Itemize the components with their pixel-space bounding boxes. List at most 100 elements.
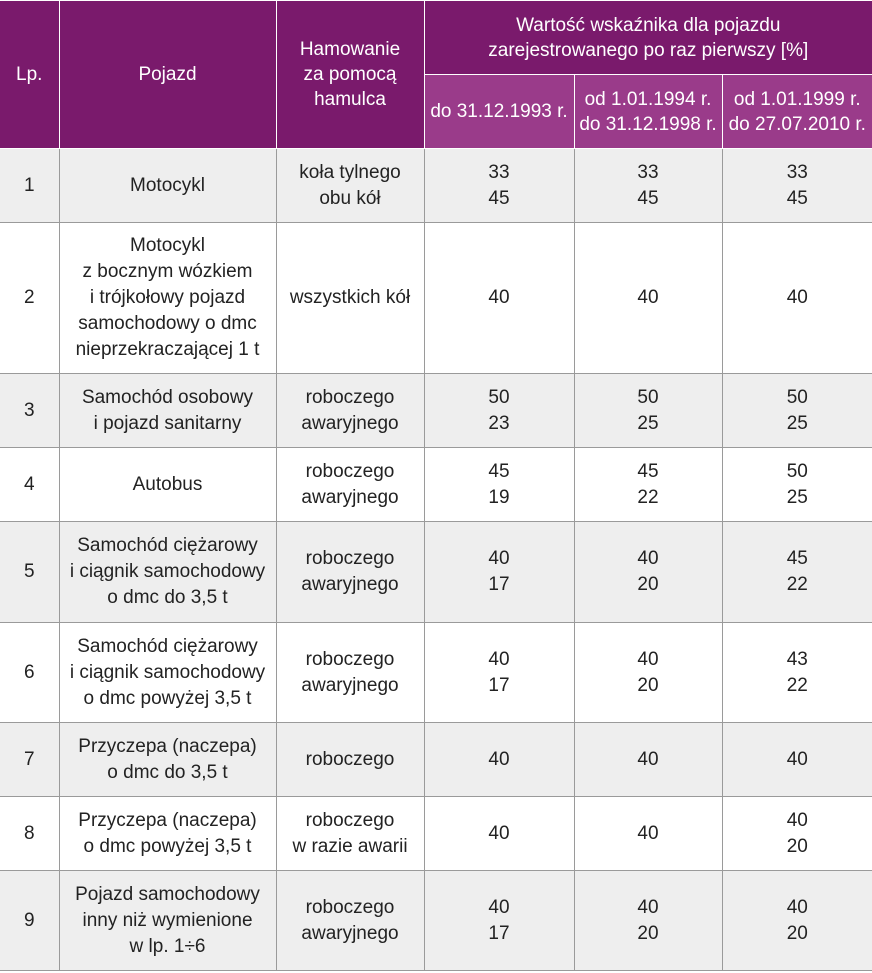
cell-line: 20: [786, 922, 808, 944]
cell-line: 23: [488, 412, 510, 434]
cell-line: 50: [637, 386, 659, 408]
cell-line: roboczego: [305, 548, 395, 569]
table-row: 7 Przyczepa (naczepa) o dmc do 3,5 t robocz…: [0, 722, 872, 797]
cell-line: 20: [637, 922, 659, 944]
header-period-3: od 1.01.1999 r. do 27.07.2010 r.: [721, 74, 872, 149]
cell-line: 17: [488, 922, 510, 944]
cell-line: 40: [637, 896, 659, 918]
value-cell-period-2: 40 20: [573, 521, 723, 623]
cell-line: z bocznym wózkiem: [82, 261, 253, 282]
header-hamowanie-line: Hamowanie: [299, 39, 401, 60]
cell-line: 50: [786, 460, 808, 482]
cell-line: 40: [488, 822, 510, 844]
value-cell-period-3: 40: [721, 722, 872, 797]
cell-line: Przyczepa (naczepa): [78, 735, 257, 757]
cell-text: 7: [23, 748, 35, 770]
cell-line: 33: [637, 161, 659, 183]
value-cell-period-3: 50 25: [721, 373, 872, 448]
cell-text: 2: [23, 287, 35, 308]
header-group-line: zarejestrowanego po raz pierwszy [%]: [488, 39, 809, 61]
cell-line: 20: [786, 835, 808, 857]
cell-line: o dmc powyżej 3,5 t: [83, 835, 252, 857]
table-row: 4 Autobus roboczego awaryjnego 45 19 45 22 50 25: [0, 447, 872, 522]
cell-line: roboczego: [305, 748, 395, 770]
cell-line: roboczego: [305, 648, 395, 670]
cell-line: 40: [637, 822, 659, 844]
value-cell-period-1: 40 17: [423, 521, 575, 623]
cell-line: awaryjnego: [301, 574, 399, 595]
value-cell-period-1: 45 19: [423, 447, 575, 522]
table-row: 8 Przyczepa (naczepa) o dmc powyżej 3,5 t r…: [0, 796, 872, 871]
cell-line: i ciągnik samochodowy: [69, 661, 266, 683]
hamowanie-cell: roboczego awaryjnego: [275, 447, 425, 522]
cell-line: 22: [786, 674, 808, 696]
lp-cell: 5: [0, 521, 60, 623]
hamowanie-cell: koła tylnego obu kół: [275, 148, 425, 223]
cell-line: o dmc do 3,5 t: [107, 587, 228, 608]
lp-cell: 1: [0, 148, 60, 223]
header-group: Wartość wskaźnika dla pojazdu zarejestro…: [423, 0, 872, 75]
cell-line: Samochód ciężarowy: [77, 635, 258, 657]
cell-text: 1: [23, 174, 35, 196]
table-row: 1 Motocykl koła tylnego obu kół 33 45 33 45 33 45: [0, 148, 872, 223]
cell-line: 45: [488, 187, 510, 209]
cell-line: 50: [488, 386, 510, 408]
cell-line: 40: [786, 896, 808, 918]
pojazd-cell: Motocykl z bocznym wózkiem i trójkołowy po…: [58, 222, 277, 374]
cell-line: i pojazd sanitarny: [93, 412, 242, 434]
cell-line: awaryjnego: [301, 922, 399, 944]
value-cell-period-2: 33 45: [573, 148, 723, 223]
cell-text: 9: [23, 909, 35, 931]
cell-text: 8: [23, 822, 35, 844]
cell-line: 40: [637, 548, 659, 569]
header-period-2: od 1.01.1994 r. do 31.12.1998 r.: [573, 74, 723, 149]
table-row: 6 Samochód ciężarowy i ciągnik samochodowy…: [0, 622, 872, 723]
value-cell-period-3: 40 20: [721, 796, 872, 871]
pojazd-cell: Autobus: [58, 447, 277, 522]
cell-line: samochodowy o dmc: [78, 313, 257, 334]
value-cell-period-3: 33 45: [721, 148, 872, 223]
header-hamowanie-line: za pomocą: [303, 64, 397, 85]
header-period-line: do 31.12.1998 r.: [579, 113, 717, 135]
pojazd-cell: Przyczepa (naczepa) o dmc do 3,5 t: [58, 722, 277, 797]
cell-line: 22: [786, 574, 808, 595]
header-period-line: od 1.01.1994 r.: [584, 88, 712, 110]
lp-cell: 8: [0, 796, 60, 871]
cell-text: 6: [23, 661, 35, 683]
table-row: 3 Samochód osobowy i pojazd sanitarny roboc…: [0, 373, 872, 448]
value-cell-period-2: 40 20: [573, 870, 723, 971]
cell-line: awaryjnego: [301, 412, 399, 434]
lp-cell: 3: [0, 373, 60, 448]
cell-text: 4: [23, 473, 35, 495]
value-cell-period-2: 40: [573, 722, 723, 797]
value-cell-period-1: 33 45: [423, 148, 575, 223]
cell-line: 25: [637, 412, 659, 434]
header-period-line: do 31.12.1993 r.: [430, 101, 568, 122]
hamowanie-cell: roboczego awaryjnego: [275, 521, 425, 623]
cell-line: o dmc do 3,5 t: [107, 761, 228, 783]
value-cell-period-2: 40: [573, 222, 723, 374]
cell-line: 19: [488, 486, 510, 508]
cell-line: Motocykl: [130, 235, 205, 256]
header-lp-text: Lp.: [16, 64, 43, 85]
cell-line: 40: [488, 548, 510, 569]
cell-line: roboczego: [305, 460, 395, 482]
table-body: 1 Motocykl koła tylnego obu kół 33 45 33 45 33 45…: [0, 148, 872, 971]
cell-line: nieprzekraczającej 1 t: [75, 339, 260, 360]
value-cell-period-3: 45 22: [721, 521, 872, 623]
cell-line: roboczego: [305, 386, 395, 408]
header-period-1: do 31.12.1993 r.: [424, 74, 575, 149]
pojazd-cell: Motocykl: [58, 148, 277, 223]
header-hamowanie-line: hamulca: [314, 89, 386, 110]
cell-text: 5: [23, 561, 35, 582]
cell-line: 45: [786, 548, 808, 569]
cell-line: Pojazd samochodowy: [75, 883, 260, 905]
cell-line: 45: [488, 460, 510, 482]
cell-line: 40: [488, 287, 510, 308]
header-period-line: od 1.01.1999 r.: [733, 88, 861, 110]
lp-cell: 2: [0, 222, 60, 374]
header-period-line: do 27.07.2010 r.: [728, 113, 866, 135]
cell-line: 45: [786, 187, 808, 209]
cell-line: inny niż wymienione: [82, 909, 253, 931]
pojazd-cell: Pojazd samochodowy inny niż wymienione w l…: [58, 870, 277, 971]
